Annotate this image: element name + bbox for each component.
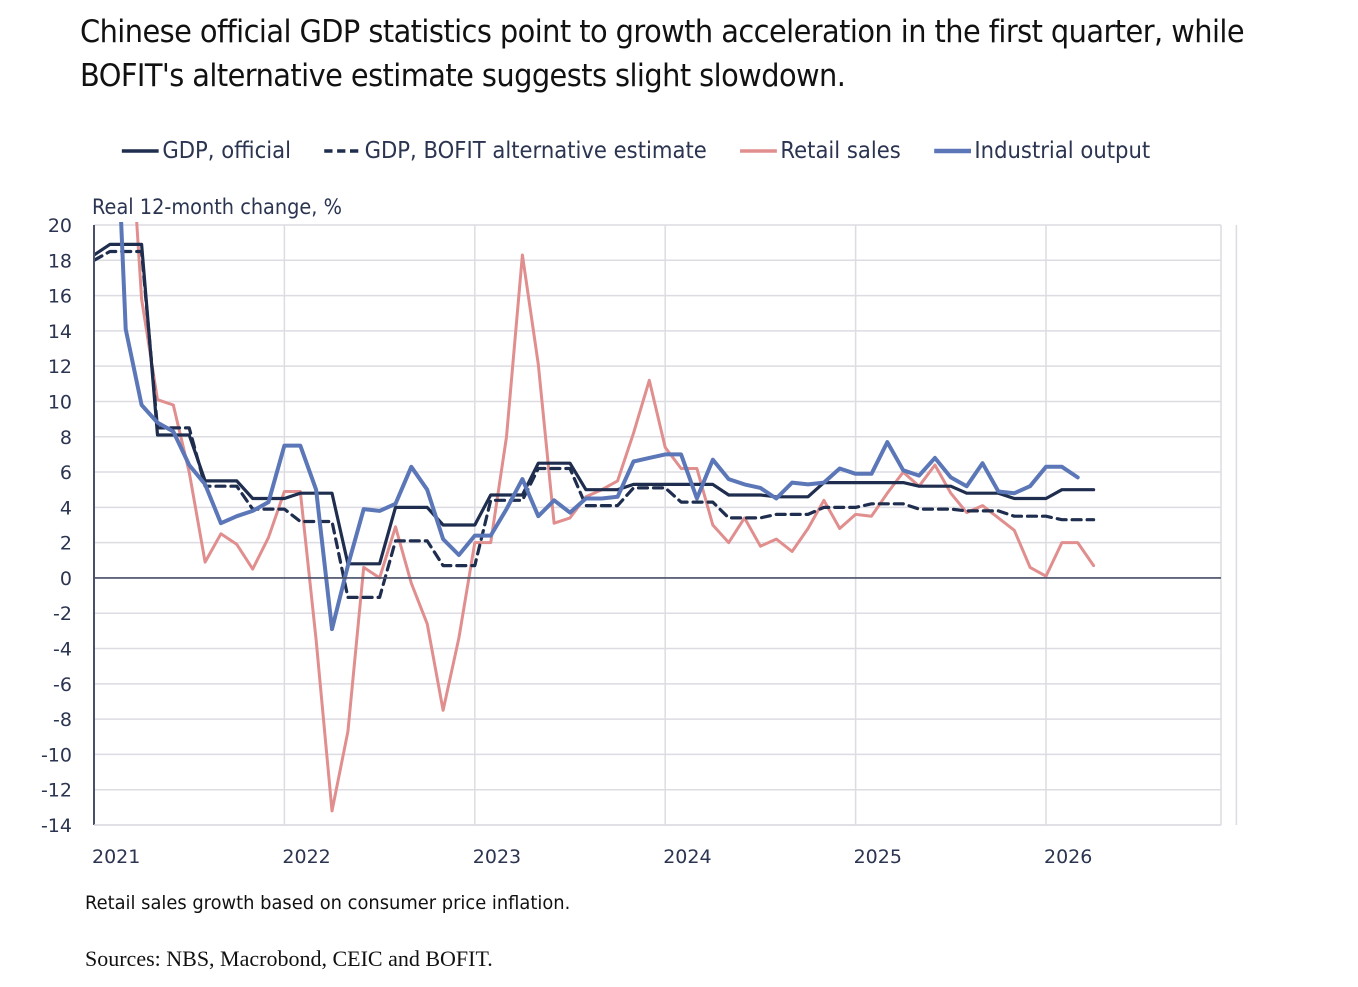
y-tick-label: -4 xyxy=(53,639,72,661)
legend-label: GDP, BOFIT alternative estimate xyxy=(364,138,707,164)
legend-item-industrial-output: Industrial output xyxy=(932,138,1150,164)
legend-swatch-solid-dark-icon xyxy=(121,149,159,153)
legend-item-gdp-bofit: GDP, BOFIT alternative estimate xyxy=(322,138,707,164)
x-tick-label: 2024 xyxy=(663,846,711,868)
y-tick-label: 20 xyxy=(48,215,72,237)
series-line-gdp-bofit xyxy=(94,249,1096,599)
y-tick-label: 2 xyxy=(60,533,72,555)
y-tick-label: 16 xyxy=(48,286,72,308)
x-tick-label: 2022 xyxy=(282,846,330,868)
y-tick-label: -8 xyxy=(53,709,72,731)
series-line-retail-sales xyxy=(135,222,1096,813)
y-tick-label: 8 xyxy=(60,427,72,449)
chart-sources: Sources: NBS, Macrobond, CEIC and BOFIT. xyxy=(85,946,493,971)
axes xyxy=(93,225,1221,826)
legend-label: Retail sales xyxy=(780,138,901,164)
x-tick-label: 2023 xyxy=(473,846,521,868)
y-tick-label: -2 xyxy=(53,603,72,625)
chart-legend: GDP, official GDP, BOFIT alternative est… xyxy=(120,134,1181,168)
y-tick-label: 6 xyxy=(60,462,72,484)
y-tick-label: -6 xyxy=(53,674,72,696)
x-tick-label: 2025 xyxy=(854,846,902,868)
legend-item-retail-sales: Retail sales xyxy=(738,138,901,164)
legend-label: GDP, official xyxy=(162,138,291,164)
y-axis-label: Real 12-month change, % xyxy=(92,195,342,219)
x-tick-label: 2021 xyxy=(92,846,140,868)
y-tick-label: 12 xyxy=(48,356,72,378)
grid xyxy=(94,224,1238,826)
y-tick-label: 18 xyxy=(48,250,72,272)
legend-swatch-dashed-dark-icon xyxy=(324,149,361,153)
x-tick-label: 2026 xyxy=(1044,846,1092,868)
y-tick-label: 0 xyxy=(60,568,72,590)
y-tick-label: 14 xyxy=(48,321,72,343)
series-lines xyxy=(94,222,1096,813)
legend-item-gdp-official: GDP, official xyxy=(120,138,291,164)
legend-swatch-blue-icon xyxy=(933,148,971,154)
series-line-gdp-official xyxy=(94,242,1096,566)
series-line-industrial-output xyxy=(119,222,1080,632)
x-axis-ticks: 2021 2022 2023 2024 2025 2026 xyxy=(92,846,1092,868)
y-tick-label: -14 xyxy=(41,815,72,837)
y-tick-label: -12 xyxy=(41,780,72,802)
legend-label: Industrial output xyxy=(974,138,1151,164)
y-tick-label: 10 xyxy=(48,391,72,413)
y-tick-label: -10 xyxy=(41,744,72,766)
legend-swatch-pink-icon xyxy=(739,149,777,153)
chart-title: Chinese official GDP statistics point to… xyxy=(80,14,1245,94)
y-tick-label: 4 xyxy=(60,497,72,519)
chart-note: Retail sales growth based on consumer pr… xyxy=(85,892,571,914)
